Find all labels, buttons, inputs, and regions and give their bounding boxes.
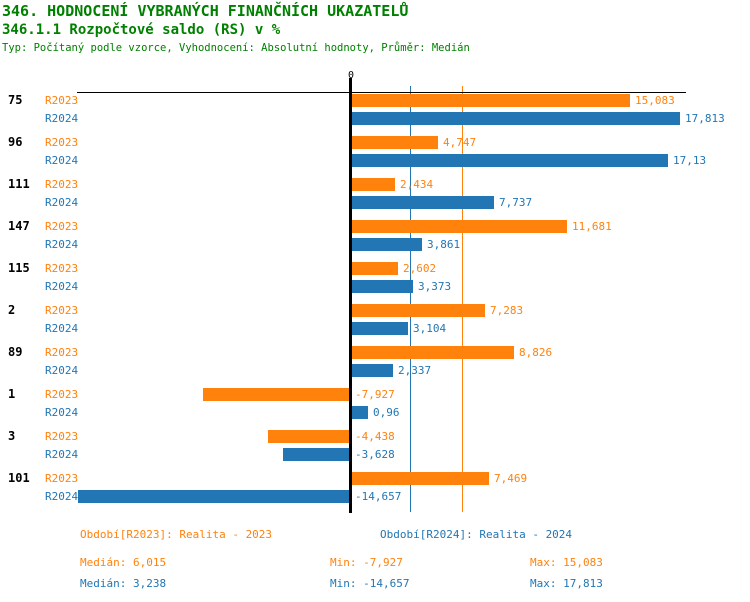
category-label: 147: [8, 219, 30, 233]
bar-value-label: 15,083: [635, 94, 675, 107]
series-row-label-r2024: R2024: [45, 280, 79, 293]
category-label: 3: [8, 429, 16, 443]
bar-value-label: 3,861: [427, 238, 461, 251]
bar-value-label: 2,434: [400, 178, 434, 191]
reference-line-median-r2023: [462, 86, 463, 512]
bar-r2023-cat-115: [350, 262, 398, 275]
bar-r2023-cat-147: [350, 220, 567, 233]
bar-value-label: 2,337: [398, 364, 432, 377]
bar-r2024-cat-75: [350, 112, 680, 125]
chart-subtitle: 346.1.1 Rozpočtové saldo (RS) v %: [2, 22, 281, 38]
category-label: 75: [8, 93, 23, 107]
series-row-label-r2024: R2024: [45, 112, 79, 125]
bar-r2024-cat-115: [350, 280, 413, 293]
series-row-label-r2023: R2023: [45, 94, 79, 107]
bar-value-label: 3,373: [418, 280, 452, 293]
series-row-label-r2024: R2024: [45, 448, 79, 461]
axis-zero-tick-label: 0: [347, 70, 355, 81]
stat-median-r2023: Medián: 6,015: [80, 556, 167, 569]
bar-value-label: 4,747: [443, 136, 477, 149]
category-label: 101: [8, 471, 30, 485]
category-label: 96: [8, 135, 23, 149]
bar-value-label: -7,927: [355, 388, 395, 401]
bar-r2024-cat-96: [350, 154, 668, 167]
bar-r2023-cat-3: [268, 430, 350, 443]
series-row-label-r2023: R2023: [45, 136, 79, 149]
bar-r2024-cat-1: [350, 406, 368, 419]
series-row-label-r2023: R2023: [45, 220, 79, 233]
legend-r2023: Období[R2023]: Realita - 2023: [80, 528, 273, 541]
category-label: 89: [8, 345, 23, 359]
series-row-label-r2023: R2023: [45, 346, 79, 359]
bar-value-label: 7,469: [494, 472, 528, 485]
bar-r2023-cat-89: [350, 346, 514, 359]
stat-max-r2024: Max: 17,813: [530, 577, 603, 590]
series-row-label-r2023: R2023: [45, 178, 79, 191]
bar-r2024-cat-147: [350, 238, 422, 251]
stat-min-r2023: Min: -7,927: [330, 556, 403, 569]
bar-value-label: 0,96: [373, 406, 400, 419]
stat-min-r2024: Min: -14,657: [330, 577, 410, 590]
bar-r2023-cat-96: [350, 136, 438, 149]
bar-r2024-cat-111: [350, 196, 494, 209]
stat-max-r2023: Max: 15,083: [530, 556, 603, 569]
category-label: 1: [8, 387, 16, 401]
bar-value-label: -3,628: [355, 448, 395, 461]
category-label: 2: [8, 303, 16, 317]
bar-value-label: 7,283: [490, 304, 524, 317]
bar-value-label: -14,657: [355, 490, 402, 503]
bar-r2024-cat-89: [350, 364, 393, 377]
series-row-label-r2024: R2024: [45, 406, 79, 419]
bar-value-label: 3,104: [413, 322, 447, 335]
bar-r2023-cat-2: [350, 304, 485, 317]
category-label: 111: [8, 177, 30, 191]
series-row-label-r2023: R2023: [45, 304, 79, 317]
series-row-label-r2023: R2023: [45, 430, 79, 443]
series-row-label-r2023: R2023: [45, 388, 79, 401]
stat-median-r2024: Medián: 3,238: [80, 577, 167, 590]
category-label: 115: [8, 261, 30, 275]
series-row-label-r2023: R2023: [45, 262, 79, 275]
reference-line-median-r2024: [410, 86, 411, 512]
bar-r2024-cat-101: [78, 490, 350, 503]
bar-value-label: 17,13: [673, 154, 707, 167]
bar-value-label: 2,602: [403, 262, 437, 275]
bar-r2023-cat-1: [203, 388, 350, 401]
series-row-label-r2023: R2023: [45, 472, 79, 485]
series-row-label-r2024: R2024: [45, 154, 79, 167]
bar-value-label: 17,813: [685, 112, 725, 125]
bar-r2024-cat-3: [283, 448, 350, 461]
page-title: 346. HODNOCENÍ VYBRANÝCH FINANČNÍCH UKAZ…: [2, 2, 409, 20]
bar-value-label: 7,737: [499, 196, 533, 209]
bar-r2023-cat-111: [350, 178, 395, 191]
x-axis-line: [77, 92, 686, 93]
series-row-label-r2024: R2024: [45, 490, 79, 503]
series-row-label-r2024: R2024: [45, 322, 79, 335]
bar-value-label: 8,826: [519, 346, 553, 359]
bar-value-label: 11,681: [572, 220, 612, 233]
zero-axis-line: [349, 78, 352, 513]
bar-value-label: -4,438: [355, 430, 395, 443]
series-row-label-r2024: R2024: [45, 196, 79, 209]
bar-r2023-cat-101: [350, 472, 489, 485]
series-row-label-r2024: R2024: [45, 364, 79, 377]
chart-meta-line: Typ: Počítaný podle vzorce, Vyhodnocení:…: [2, 42, 470, 54]
legend-r2024: Období[R2024]: Realita - 2024: [380, 528, 573, 541]
bar-r2023-cat-75: [350, 94, 630, 107]
bar-r2024-cat-2: [350, 322, 408, 335]
series-row-label-r2024: R2024: [45, 238, 79, 251]
